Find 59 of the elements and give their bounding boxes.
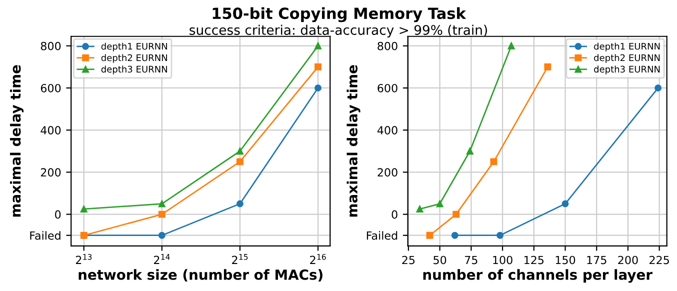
x-tick-label: 150 [556,256,576,264]
point [436,200,444,208]
point [158,232,166,239]
chart-title: 150-bit Copying Memory Task [212,7,466,22]
point [236,148,244,155]
point [496,232,504,239]
legend-label: depth2 EURNN [101,54,167,63]
y-tick-label: 0 [55,210,61,219]
point [314,84,322,92]
y-tick-label: 200 [378,168,398,177]
y-axis-title: maximal delay time [346,65,360,217]
x-axis-title: network size (number of MACs) [78,269,322,282]
chart-subtitle: success criteria: data-accuracy > 99% (train) [190,24,487,38]
point [654,84,662,92]
y-tick-label: 600 [378,84,398,92]
x-tick-label: 175 [587,256,606,264]
point [236,200,244,208]
legend-label: depth2 EURNN [594,54,660,63]
point [490,158,498,166]
x-tick-label: 2$^{13}$ [76,254,92,264]
legend-label: depth1 EURNN [594,42,660,52]
point [314,63,322,70]
x-axis-title: number of channels per layer [423,269,652,283]
point [236,158,244,166]
y-tick-label: Failed [366,231,398,240]
point [562,200,569,208]
y-tick-label: 400 [40,126,61,134]
legend-label: depth3 EURNN [101,66,167,74]
y-axis-title: maximal delay time [10,65,24,217]
point [544,63,552,70]
x-tick-label: 200 [618,256,638,264]
x-tick-label: 225 [650,256,669,264]
x-tick-label: 25 [402,256,415,264]
x-tick-label: 125 [524,256,544,264]
point [416,206,424,213]
x-tick-label: 2$^{15}$ [232,254,248,264]
point [451,232,458,239]
legend-label: depth1 EURNN [101,42,167,52]
y-tick-label: 0 [392,210,398,219]
point [508,42,515,50]
point [426,232,434,239]
point [158,210,166,218]
y-tick-label: 400 [377,126,398,134]
x-tick-label: 50 [434,256,446,264]
x-tick-label: 100 [493,256,512,264]
y-tick-label: Failed [30,231,60,240]
point [80,206,88,213]
y-tick-label: 600 [40,84,61,92]
y-tick-label: 200 [40,168,61,177]
legend-label: depth3 EURNN [594,66,660,74]
point [314,42,322,50]
x-tick-label: 2$^{16}$ [310,254,326,264]
y-tick-label: 800 [378,42,398,50]
point [158,200,166,208]
x-tick-label: 2$^{14}$ [154,254,170,264]
x-tick-label: 75 [465,256,478,264]
point [452,210,460,218]
y-tick-label: 800 [40,42,61,50]
point [466,148,474,155]
